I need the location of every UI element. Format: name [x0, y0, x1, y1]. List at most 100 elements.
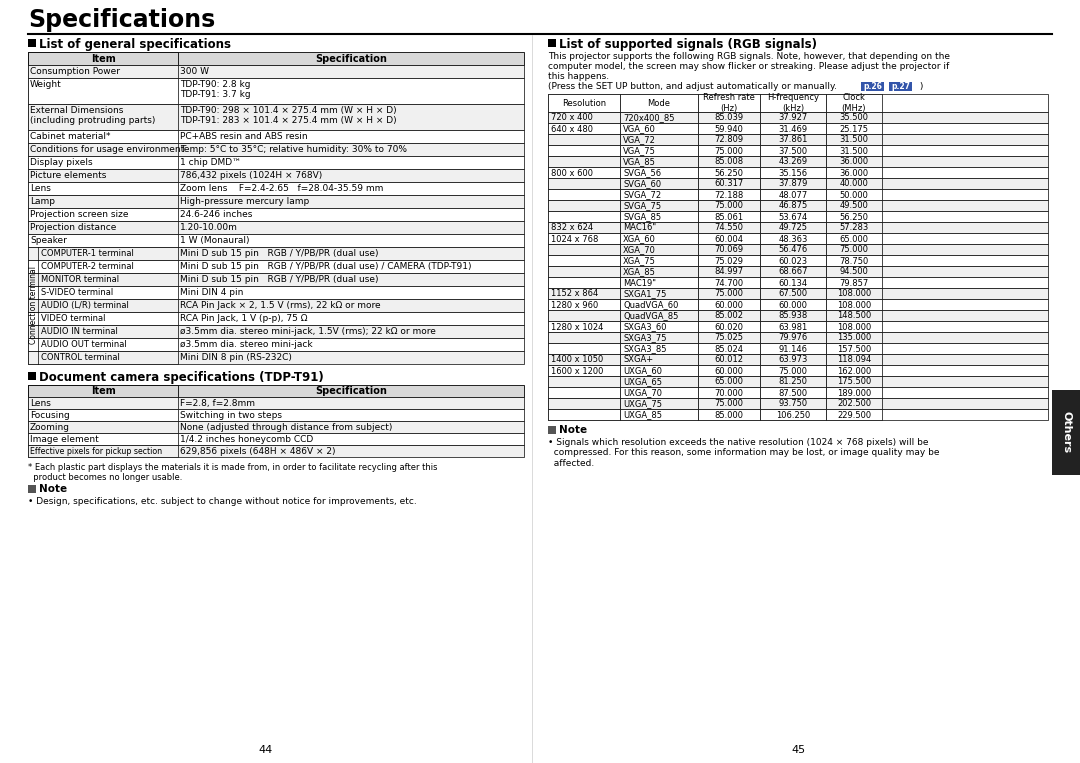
- Bar: [698, 222, 760, 233]
- Bar: [548, 167, 620, 178]
- Bar: [826, 409, 882, 420]
- Text: 75.000: 75.000: [715, 201, 743, 211]
- Bar: [28, 39, 36, 47]
- Text: 75.000: 75.000: [839, 246, 868, 255]
- Text: 108.000: 108.000: [837, 289, 872, 298]
- Bar: [760, 156, 826, 167]
- Bar: [548, 354, 1048, 365]
- Bar: [698, 200, 760, 211]
- Bar: [28, 143, 524, 156]
- Text: XGA_85: XGA_85: [623, 268, 656, 276]
- Bar: [548, 409, 620, 420]
- Bar: [826, 354, 882, 365]
- Text: Conditions for usage environment: Conditions for usage environment: [30, 145, 185, 154]
- Bar: [620, 255, 698, 266]
- Text: Mini D sub 15 pin   RGB / Y/PB/PR (dual use) / CAMERA (TDP-T91): Mini D sub 15 pin RGB / Y/PB/PR (dual us…: [180, 262, 472, 271]
- Bar: [826, 233, 882, 244]
- Bar: [698, 266, 760, 277]
- Text: 94.500: 94.500: [839, 268, 868, 276]
- Bar: [548, 189, 620, 200]
- Bar: [548, 200, 620, 211]
- Bar: [698, 145, 760, 156]
- Bar: [826, 189, 882, 200]
- Bar: [548, 387, 1048, 398]
- Bar: [826, 310, 882, 321]
- Text: PC+ABS resin and ABS resin: PC+ABS resin and ABS resin: [180, 132, 308, 141]
- Bar: [620, 277, 698, 288]
- Bar: [548, 299, 1048, 310]
- Bar: [620, 332, 698, 343]
- Text: 85.938: 85.938: [779, 311, 808, 320]
- Bar: [760, 200, 826, 211]
- Bar: [548, 244, 1048, 255]
- Text: 60.023: 60.023: [779, 256, 808, 266]
- Text: (Press the SET UP button, and adjust automatically or manually.: (Press the SET UP button, and adjust aut…: [548, 82, 837, 91]
- Bar: [548, 94, 1048, 112]
- Text: 229.500: 229.500: [837, 410, 872, 420]
- Bar: [28, 260, 524, 273]
- Bar: [620, 244, 698, 255]
- Bar: [620, 200, 698, 211]
- Text: AUDIO (L/R) terminal: AUDIO (L/R) terminal: [41, 301, 129, 310]
- Text: Projection distance: Projection distance: [30, 223, 117, 232]
- Text: S-VIDEO terminal: S-VIDEO terminal: [41, 288, 113, 297]
- Text: 1 W (Monaural): 1 W (Monaural): [180, 236, 249, 245]
- Bar: [760, 145, 826, 156]
- Text: 1152 x 864: 1152 x 864: [551, 289, 598, 298]
- Bar: [548, 376, 620, 387]
- Text: External Dimensions
(including protruding parts): External Dimensions (including protrudin…: [30, 106, 156, 125]
- Text: * Each plastic part displays the materials it is made from, in order to facilita: * Each plastic part displays the materia…: [28, 463, 437, 482]
- Text: 60.000: 60.000: [715, 366, 743, 375]
- Bar: [826, 200, 882, 211]
- Bar: [548, 299, 620, 310]
- Bar: [620, 409, 698, 420]
- Bar: [620, 398, 698, 409]
- Bar: [28, 397, 178, 409]
- Text: VGA_75: VGA_75: [623, 146, 656, 156]
- Bar: [826, 167, 882, 178]
- Text: SVGA_85: SVGA_85: [623, 213, 661, 221]
- Bar: [548, 343, 1048, 354]
- Text: 48.077: 48.077: [779, 191, 808, 199]
- Text: Mode: Mode: [648, 98, 671, 108]
- Bar: [548, 178, 1048, 189]
- Bar: [760, 112, 826, 123]
- Bar: [826, 134, 882, 145]
- Bar: [28, 52, 178, 65]
- Text: Connection terminal: Connection terminal: [29, 266, 38, 345]
- Bar: [698, 288, 760, 299]
- Bar: [620, 94, 698, 112]
- Bar: [28, 397, 524, 409]
- Text: MAC19": MAC19": [623, 278, 656, 288]
- Bar: [28, 312, 178, 325]
- Text: 24.6-246 inches: 24.6-246 inches: [180, 210, 253, 219]
- Bar: [826, 211, 882, 222]
- Text: ): ): [917, 82, 923, 91]
- Text: 60.134: 60.134: [779, 278, 808, 288]
- Bar: [760, 365, 826, 376]
- Bar: [28, 372, 36, 380]
- Text: 1 chip DMD™: 1 chip DMD™: [180, 158, 241, 167]
- Text: 75.000: 75.000: [715, 400, 743, 408]
- Text: VIDEO terminal: VIDEO terminal: [41, 314, 106, 323]
- Text: Weight: Weight: [30, 80, 62, 89]
- Bar: [620, 123, 698, 134]
- Bar: [620, 134, 698, 145]
- Text: SVGA_75: SVGA_75: [623, 201, 661, 211]
- Text: Cabinet material*: Cabinet material*: [30, 132, 110, 141]
- Text: 36.000: 36.000: [839, 157, 868, 166]
- Bar: [548, 233, 1048, 244]
- Bar: [698, 189, 760, 200]
- Text: Mini D sub 15 pin   RGB / Y/PB/PR (dual use): Mini D sub 15 pin RGB / Y/PB/PR (dual us…: [180, 249, 378, 258]
- Bar: [760, 321, 826, 332]
- Bar: [620, 354, 698, 365]
- Text: 832 x 624: 832 x 624: [551, 224, 593, 233]
- Bar: [28, 234, 178, 247]
- Bar: [698, 178, 760, 189]
- Bar: [620, 145, 698, 156]
- Bar: [28, 445, 178, 457]
- Bar: [28, 221, 524, 234]
- Bar: [620, 178, 698, 189]
- Bar: [28, 385, 178, 397]
- Bar: [28, 169, 178, 182]
